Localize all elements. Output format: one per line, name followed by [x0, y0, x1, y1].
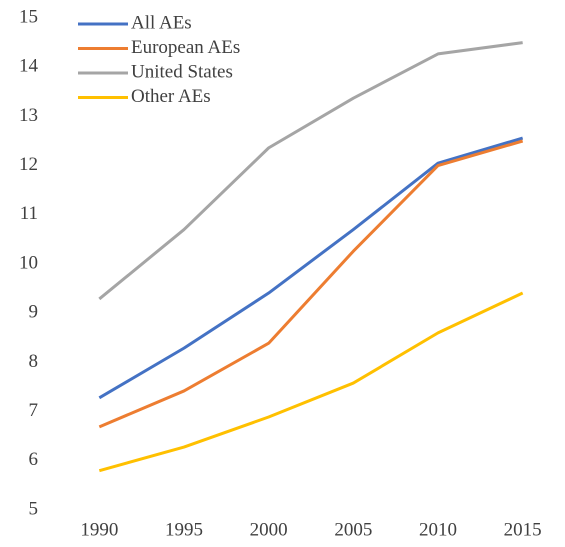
y-tick-label: 12: [19, 154, 38, 175]
legend-label: All AEs: [131, 12, 192, 33]
y-tick-label: 13: [19, 105, 38, 126]
y-tick-label: 11: [20, 203, 38, 224]
series-line: [98, 41, 523, 301]
series-line: [98, 291, 524, 473]
x-tick-label: 2010: [419, 519, 457, 540]
legend-label: United States: [131, 61, 233, 82]
x-tick-label: 1995: [165, 519, 203, 540]
y-tick-label: 6: [29, 449, 39, 470]
x-tick-label: 2005: [334, 519, 372, 540]
y-tick-label: 7: [29, 400, 39, 421]
y-tick-label: 8: [29, 351, 39, 372]
series-line: [98, 136, 524, 400]
y-tick-label: 15: [19, 6, 38, 27]
series-line: [98, 139, 524, 429]
y-tick-label: 5: [29, 498, 39, 519]
y-tick-label: 9: [29, 302, 39, 323]
legend-label: European AEs: [131, 37, 240, 58]
x-tick-label: 2015: [504, 519, 542, 540]
y-tick-label: 10: [19, 252, 38, 273]
y-tick-label: 14: [19, 56, 39, 77]
x-tick-label: 2000: [250, 519, 288, 540]
x-tick-label: 1990: [80, 519, 118, 540]
legend-label: Other AEs: [131, 86, 211, 107]
